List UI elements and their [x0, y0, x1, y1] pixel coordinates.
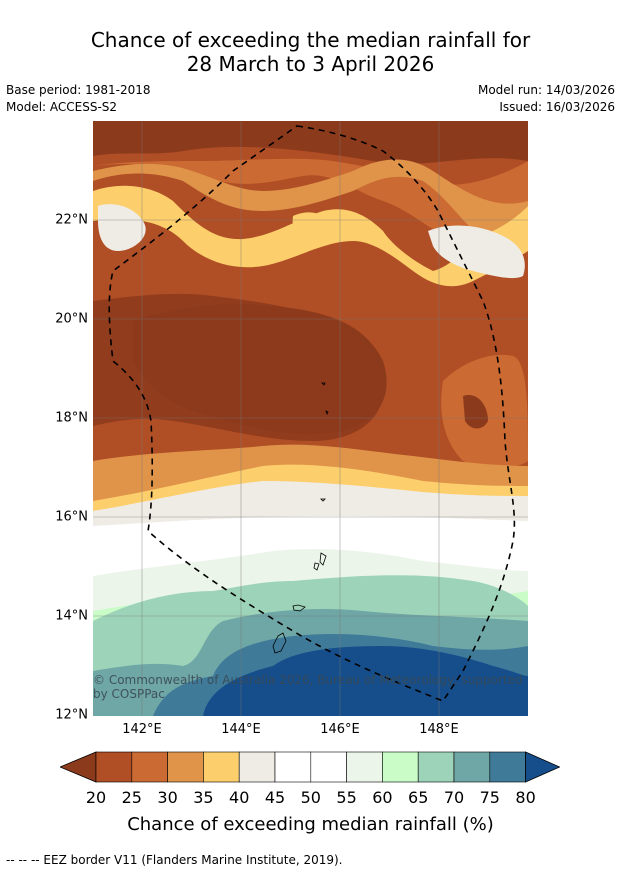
colorbar-tick-label: 55 [336, 788, 357, 807]
colorbar-extend-high [525, 751, 561, 783]
map-title-line2: 28 March to 3 April 2026 [186, 52, 435, 76]
colorbar [58, 750, 561, 788]
colorbar-swatch [131, 751, 168, 783]
colorbar-tick-label: 80 [515, 788, 536, 807]
colorbar-swatch [453, 751, 491, 783]
colorbar-swatch [238, 751, 276, 783]
colorbar-swatch [203, 751, 240, 783]
colorbar-tick-label: 40 [229, 788, 250, 807]
x-tick-142E: 142°E [122, 722, 162, 737]
colorbar-swatch [346, 751, 383, 783]
colorbar-tick-label: 25 [121, 788, 142, 807]
map-title-line1: Chance of exceeding the median rainfall … [90, 28, 531, 52]
colorbar-tick-label: 50 [300, 788, 321, 807]
colorbar-tick-label: 20 [85, 788, 107, 807]
colorbar-tick-label: 30 [157, 788, 178, 807]
colorbar-tick-label: 70 [443, 788, 465, 807]
colorbar-swatch [382, 751, 419, 783]
colorbar-swatch [167, 751, 204, 783]
y-tick-20N: 20°N [55, 311, 88, 327]
y-tick-18N: 18°N [55, 410, 88, 426]
colorbar-tick-label: 60 [372, 788, 393, 807]
issued-date: Issued: 16/03/2026 [499, 100, 615, 114]
y-tick-14N: 14°N [55, 608, 88, 624]
rainfall-map [93, 121, 528, 716]
model-name: Model: ACCESS-S2 [6, 100, 118, 114]
colorbar-extend-low [58, 751, 97, 783]
y-tick-22N: 22°N [55, 212, 88, 228]
x-tick-146E: 146°E [320, 722, 360, 737]
colorbar-tick-label: 35 [193, 788, 214, 807]
x-tick-144E: 144°E [221, 722, 261, 737]
x-tick-148E: 148°E [419, 722, 459, 737]
colorbar-swatch [489, 751, 526, 783]
colorbar-swatch [417, 751, 455, 783]
colorbar-tick-label: 75 [479, 788, 500, 807]
model-run: Model run: 14/03/2026 [477, 83, 615, 97]
y-tick-12N: 12°N [55, 707, 88, 723]
copyright-notice: © Commonwealth of Australia 2026, Bureau… [93, 673, 523, 701]
eez-footnote: -- -- -- EEZ border V11 (Flanders Marine… [6, 853, 343, 867]
colorbar-tick-label: 65 [408, 788, 429, 807]
colorbar-swatch [95, 751, 133, 783]
colorbar-swatch [310, 751, 347, 783]
y-tick-16N: 16°N [55, 509, 88, 525]
base-period: Base period: 1981-2018 [6, 83, 151, 97]
colorbar-title: Chance of exceeding median rainfall (%) [127, 814, 494, 835]
colorbar-tick-label: 45 [264, 788, 286, 807]
colorbar-swatch [274, 751, 312, 783]
